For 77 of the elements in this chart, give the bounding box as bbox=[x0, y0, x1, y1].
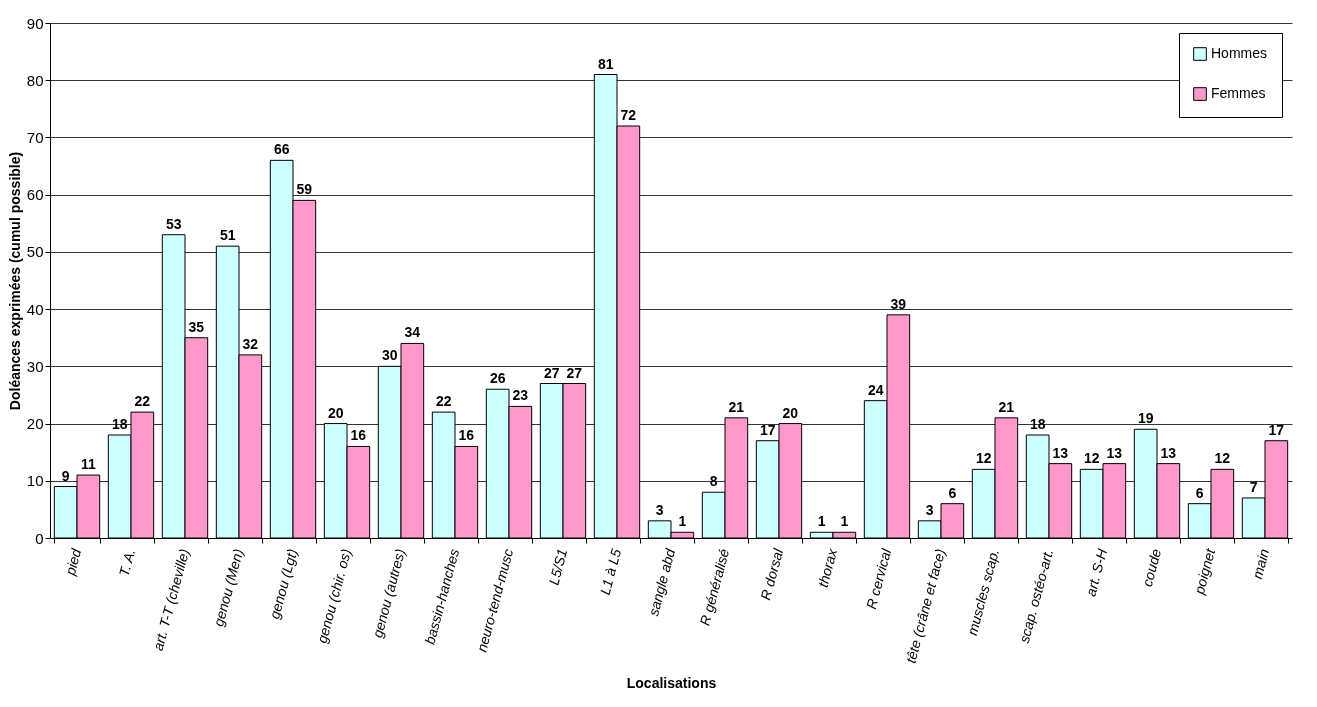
x-tick-label: tête (crâne et face) bbox=[902, 547, 949, 665]
x-tick-label: sangle abd bbox=[645, 546, 679, 618]
data-label: 26 bbox=[489, 370, 506, 387]
x-tick-label: art. S-H bbox=[1082, 546, 1111, 598]
data-label: 53 bbox=[165, 215, 182, 232]
data-label: 22 bbox=[435, 393, 452, 410]
y-axis-title: Doléances exprimées (cumul possible) bbox=[6, 151, 23, 411]
data-label: 6 bbox=[1195, 484, 1204, 501]
x-tick-label: genou (autres) bbox=[369, 547, 409, 640]
data-label: 72 bbox=[620, 107, 637, 123]
data-label: 3 bbox=[925, 501, 934, 518]
data-label: 13 bbox=[1106, 444, 1123, 461]
data-label: 9 bbox=[61, 467, 70, 484]
x-tick-label: genou (chir. os) bbox=[313, 547, 355, 645]
data-label: 27 bbox=[543, 364, 560, 381]
x-tick-label: R dorsal bbox=[757, 546, 787, 602]
data-label: 20 bbox=[327, 404, 344, 421]
x-tick-label: genou (Men) bbox=[210, 547, 247, 628]
x-tick-label: muscles scap. bbox=[963, 547, 1003, 637]
x-tick-label: R généralisé bbox=[696, 546, 733, 628]
y-tick-label: 40 bbox=[26, 300, 44, 318]
data-label: 21 bbox=[998, 398, 1015, 415]
x-tick-label: thorax bbox=[814, 546, 841, 589]
data-label: 12 bbox=[1214, 450, 1231, 467]
y-tick-label: 80 bbox=[26, 71, 44, 89]
data-label: 19 bbox=[1137, 410, 1154, 427]
data-label: 12 bbox=[975, 450, 992, 467]
x-tick-label: genou (Lgt) bbox=[266, 547, 301, 621]
data-label: 59 bbox=[296, 181, 313, 198]
data-label: 32 bbox=[242, 335, 259, 352]
y-tick-label: 10 bbox=[26, 472, 44, 490]
y-tick-label: 50 bbox=[26, 243, 44, 261]
x-tick-label: R cervical bbox=[862, 546, 895, 611]
data-label: 17 bbox=[1268, 421, 1285, 438]
data-label: 16 bbox=[350, 427, 367, 444]
y-tick-label: 90 bbox=[26, 14, 44, 32]
data-label: 27 bbox=[566, 364, 583, 381]
x-tick-label: T. A. bbox=[115, 547, 139, 579]
data-label: 1 bbox=[817, 513, 826, 530]
y-tick-label: 60 bbox=[26, 186, 44, 204]
legend-label: Femmes bbox=[1211, 85, 1266, 101]
data-label: 34 bbox=[404, 324, 421, 341]
data-label: 13 bbox=[1160, 444, 1177, 461]
data-label: 1 bbox=[840, 513, 849, 530]
y-tick-label: 70 bbox=[26, 128, 44, 146]
data-label: 35 bbox=[188, 318, 205, 335]
x-tick-label: poignet bbox=[1190, 546, 1219, 597]
data-label: 39 bbox=[890, 295, 907, 312]
data-label: 13 bbox=[1052, 444, 1069, 461]
data-label: 66 bbox=[273, 141, 290, 158]
x-axis-title: Localisations bbox=[626, 674, 717, 691]
data-label: 20 bbox=[782, 404, 799, 421]
data-label: 3 bbox=[655, 501, 664, 518]
data-label: 81 bbox=[597, 55, 614, 72]
x-tick-label: main bbox=[1248, 546, 1273, 581]
data-label: 24 bbox=[867, 381, 884, 398]
x-tick-label: L5/S1 bbox=[545, 547, 571, 587]
data-label: 6 bbox=[948, 484, 957, 501]
data-label: 16 bbox=[458, 427, 475, 444]
data-label: 1 bbox=[678, 513, 687, 530]
y-tick-label: 20 bbox=[26, 415, 44, 433]
data-label: 7 bbox=[1249, 478, 1258, 495]
data-label: 51 bbox=[219, 227, 236, 244]
x-tick-label: coude bbox=[1138, 546, 1165, 589]
data-label: 21 bbox=[728, 398, 745, 415]
x-tick-label: pied bbox=[61, 546, 85, 578]
y-tick-label: 0 bbox=[35, 529, 44, 547]
x-tick-label: L1 à L5 bbox=[596, 546, 625, 597]
data-label: 22 bbox=[134, 393, 151, 410]
legend-label: Hommes bbox=[1211, 45, 1268, 61]
y-tick-label: 30 bbox=[26, 357, 44, 375]
data-label: 11 bbox=[80, 456, 96, 473]
x-tick-label: scap. ostéo-art. bbox=[1015, 547, 1057, 645]
data-label: 23 bbox=[512, 387, 529, 404]
data-label: 12 bbox=[1083, 450, 1100, 467]
data-label: 30 bbox=[381, 347, 398, 364]
data-label: 17 bbox=[759, 421, 776, 438]
